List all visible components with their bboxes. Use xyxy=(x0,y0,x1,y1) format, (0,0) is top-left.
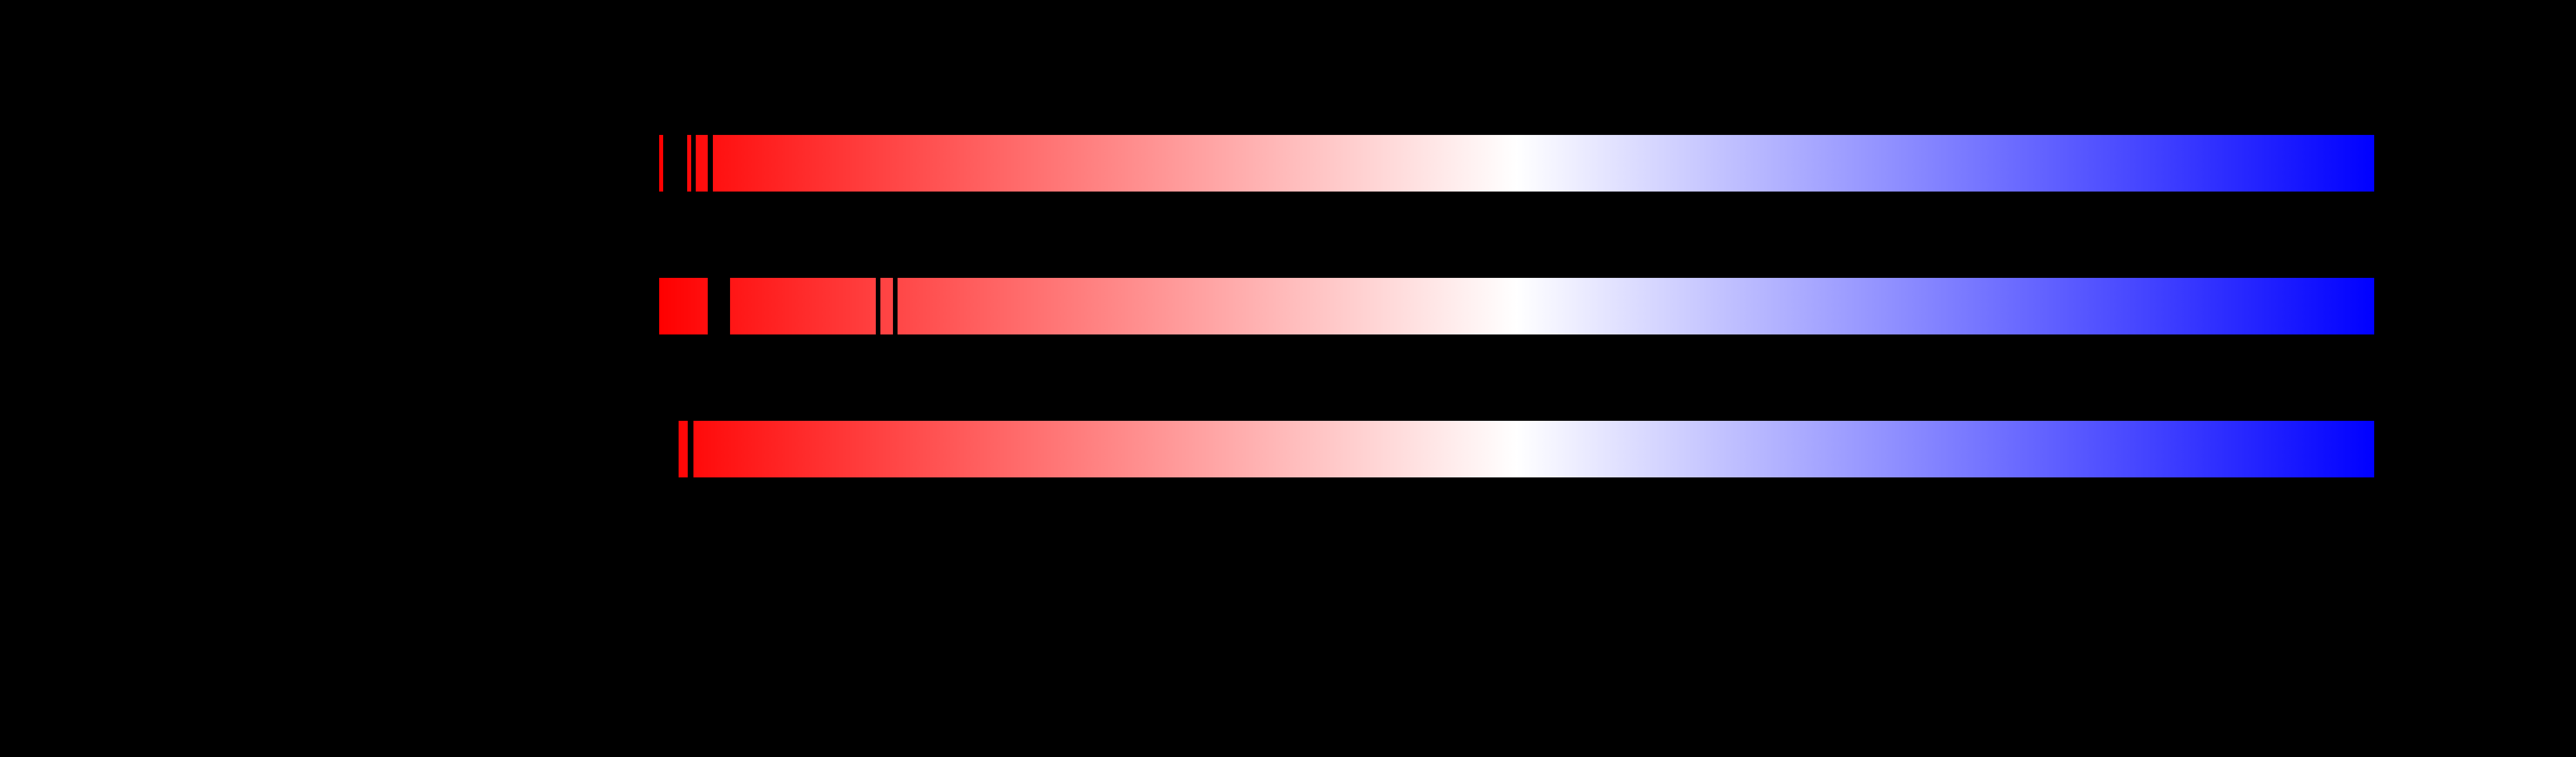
black-mark xyxy=(876,278,880,334)
black-mark xyxy=(659,421,679,477)
gradient-bar-row-1 xyxy=(659,135,2374,192)
black-mark xyxy=(691,135,696,192)
black-mark xyxy=(663,135,687,192)
gradient-bar-row-3 xyxy=(659,421,2374,477)
black-mark xyxy=(708,278,730,334)
black-mark xyxy=(688,421,693,477)
gradient-bar-row-2 xyxy=(659,278,2374,334)
black-mark xyxy=(893,278,898,334)
black-mark xyxy=(708,135,713,192)
